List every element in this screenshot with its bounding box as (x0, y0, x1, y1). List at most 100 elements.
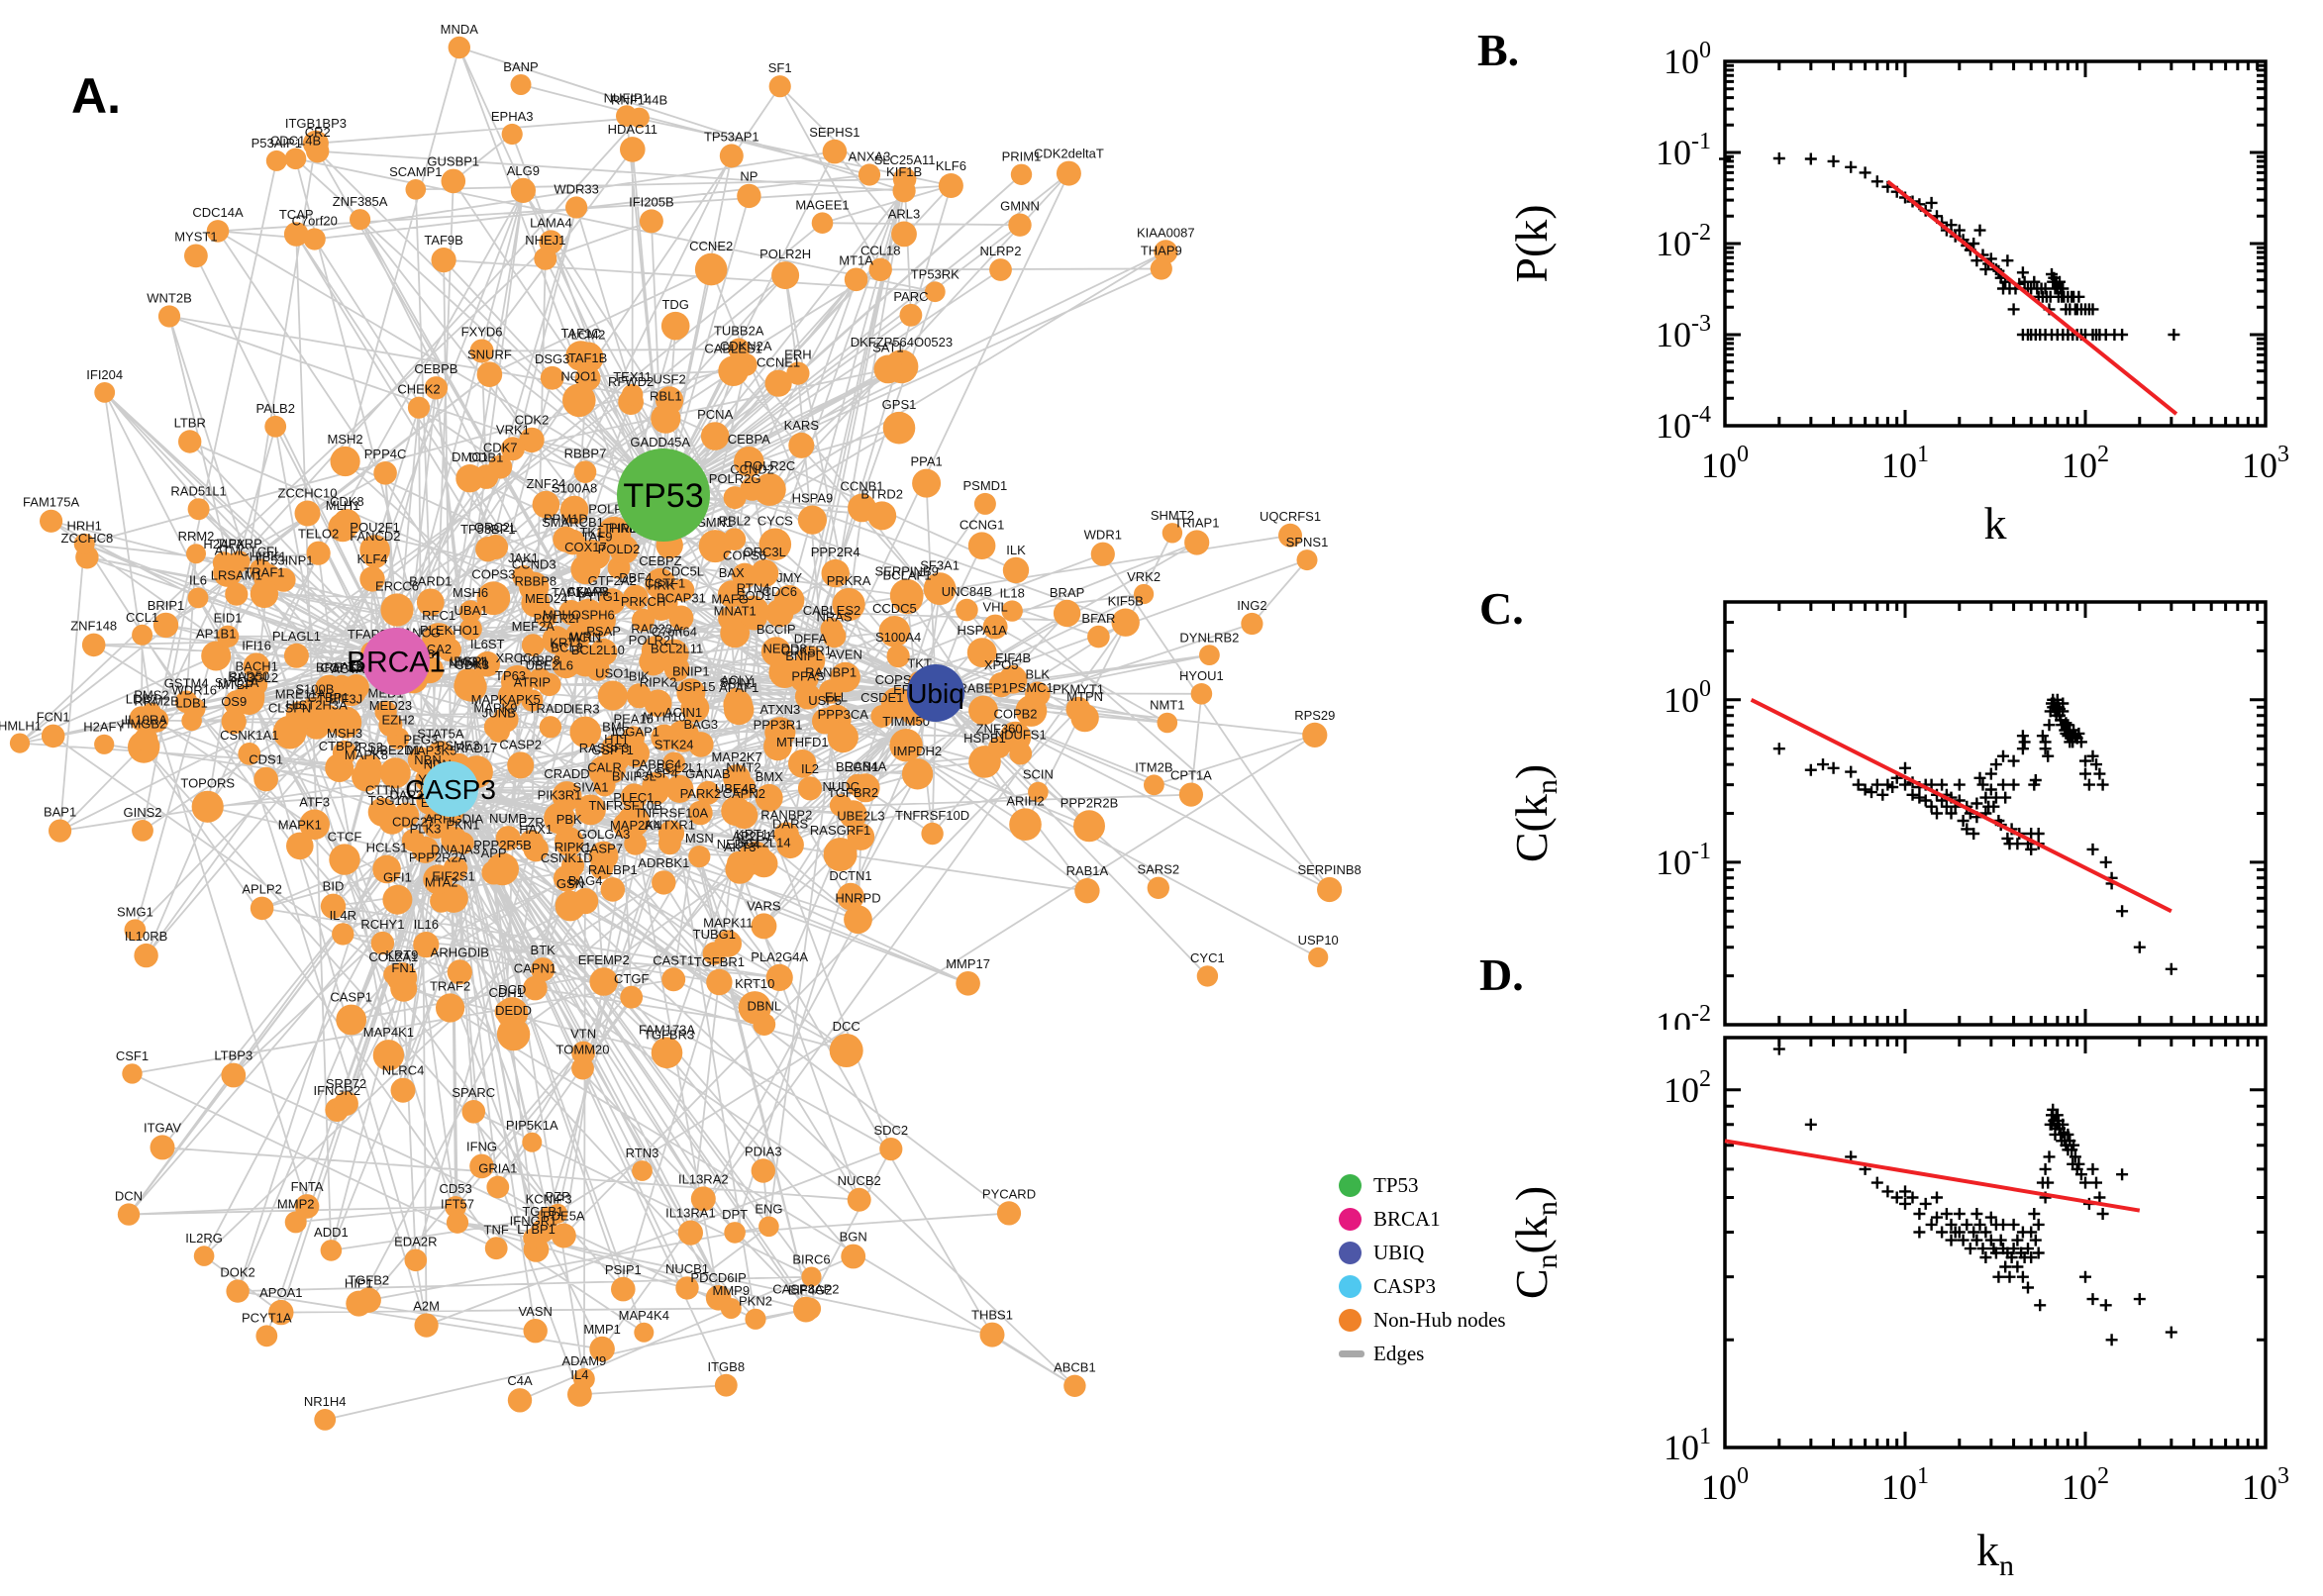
svg-text:TP63: TP63 (495, 668, 526, 683)
svg-text:COX17: COX17 (564, 540, 607, 554)
svg-text:TIMM50: TIMM50 (882, 714, 930, 729)
svg-text:HMGB2: HMGB2 (121, 716, 166, 731)
svg-text:SCAMP1: SCAMP1 (389, 164, 442, 179)
svg-text:10-3: 10-3 (1656, 311, 1711, 354)
hub-node-brca1 (362, 628, 430, 695)
svg-text:IQGAP1: IQGAP1 (612, 725, 659, 740)
svg-text:TRADD: TRADD (529, 701, 573, 716)
svg-text:MYST1: MYST1 (174, 230, 217, 245)
svg-text:GMNN: GMNN (1000, 199, 1040, 214)
svg-text:MPHOSPH6: MPHOSPH6 (543, 608, 615, 623)
svg-text:IMPDH2: IMPDH2 (893, 744, 942, 758)
svg-text:CDK8: CDK8 (330, 494, 364, 509)
power-law-fit-line (1886, 179, 2178, 416)
svg-text:NDUFS1: NDUFS1 (995, 728, 1047, 743)
svg-text:ATXN3: ATXN3 (759, 702, 800, 717)
svg-text:AVEN: AVEN (828, 648, 861, 662)
svg-text:MAGEE1: MAGEE1 (795, 197, 849, 212)
svg-text:ERH: ERH (784, 348, 811, 362)
svg-text:SARS2: SARS2 (1137, 862, 1179, 877)
svg-text:P53AIP1: P53AIP1 (252, 136, 302, 150)
svg-text:POLD2: POLD2 (598, 542, 641, 556)
svg-text:PDCD6IP: PDCD6IP (690, 1270, 746, 1285)
svg-text:PPP4C: PPP4C (364, 447, 407, 461)
svg-text:BECN1: BECN1 (836, 759, 878, 774)
svg-text:ARIH2: ARIH2 (1006, 793, 1044, 808)
svg-text:LTBP1: LTBP1 (517, 1222, 556, 1237)
svg-text:RFC1: RFC1 (422, 608, 455, 623)
svg-text:PLEC1: PLEC1 (613, 790, 654, 805)
svg-text:BCL2L1: BCL2L1 (656, 760, 703, 775)
svg-text:PPP2R4: PPP2R4 (811, 545, 860, 559)
svg-text:MAPK8: MAPK8 (345, 748, 388, 762)
svg-text:EZR: EZR (519, 815, 545, 830)
svg-text:APLP2: APLP2 (242, 882, 281, 897)
svg-text:IFI204: IFI204 (86, 367, 123, 382)
svg-text:IL2: IL2 (801, 761, 819, 776)
svg-text:PZP: PZP (546, 1189, 570, 1204)
svg-text:BLK: BLK (1026, 667, 1051, 682)
svg-text:KCNIP3: KCNIP3 (526, 1192, 572, 1207)
svg-text:BCLAF1: BCLAF1 (883, 567, 932, 582)
svg-text:EIF4G2: EIF4G2 (788, 1283, 833, 1298)
svg-text:TRIAP1: TRIAP1 (1174, 515, 1220, 530)
svg-text:TRAF1: TRAF1 (244, 565, 284, 580)
svg-text:IL13RA1: IL13RA1 (665, 1206, 716, 1221)
svg-text:CDK3: CDK3 (454, 657, 489, 672)
svg-text:DMC1: DMC1 (452, 449, 488, 464)
svg-text:COPS6: COPS6 (723, 549, 766, 563)
svg-text:BIK: BIK (629, 668, 650, 683)
svg-text:PPP3R1: PPP3R1 (754, 717, 803, 732)
svg-text:NUMB: NUMB (489, 811, 527, 826)
svg-text:DARS: DARS (772, 817, 808, 832)
svg-text:DCTN1: DCTN1 (829, 868, 871, 883)
svg-text:MLH1: MLH1 (326, 498, 360, 513)
svg-text:IL2RG: IL2RG (185, 1231, 223, 1246)
svg-text:IFNG: IFNG (466, 1140, 497, 1154)
svg-text:HNRPD: HNRPD (835, 890, 880, 905)
svg-text:HRK: HRK (648, 578, 675, 593)
svg-text:SMC1A: SMC1A (215, 675, 259, 690)
svg-text:KIAA0087: KIAA0087 (1137, 225, 1195, 240)
non-hub-nodes (9, 36, 1343, 1431)
svg-text:MAP2K4: MAP2K4 (610, 818, 660, 833)
svg-text:SMG1: SMG1 (117, 904, 153, 919)
svg-text:ACIN1: ACIN1 (664, 705, 702, 720)
svg-text:ZNF385A: ZNF385A (333, 194, 388, 209)
hub-label-tp53: TP53 (623, 477, 703, 515)
svg-text:MCL1: MCL1 (568, 630, 603, 645)
svg-text:MMP9: MMP9 (713, 1283, 751, 1298)
svg-text:RANBP2: RANBP2 (760, 807, 812, 822)
svg-text:100: 100 (1701, 442, 1749, 485)
svg-text:GTF2A2: GTF2A2 (588, 573, 637, 588)
svg-text:MRE11A: MRE11A (275, 686, 326, 701)
svg-text:TCAP: TCAP (279, 207, 314, 222)
svg-text:EIF3J: EIF3J (329, 692, 362, 707)
svg-text:CEBPZ: CEBPZ (639, 553, 681, 568)
svg-text:HDAC11: HDAC11 (608, 122, 657, 137)
svg-text:HSPB1: HSPB1 (963, 731, 1006, 746)
svg-text:103: 103 (2242, 442, 2289, 485)
svg-text:ING2: ING2 (1237, 598, 1266, 613)
svg-text:BAG4: BAG4 (568, 873, 603, 888)
svg-text:PPP2R5B: PPP2R5B (473, 838, 532, 852)
svg-text:RAB4A: RAB4A (845, 758, 887, 773)
svg-text:KIF1B: KIF1B (886, 164, 922, 179)
svg-text:SERPINB9: SERPINB9 (875, 564, 939, 579)
svg-text:RIPK1: RIPK1 (555, 840, 592, 854)
svg-text:PMS2: PMS2 (134, 688, 168, 703)
svg-text:FNTA: FNTA (291, 1179, 324, 1194)
svg-text:RRM2: RRM2 (178, 529, 215, 544)
svg-text:KLF6: KLF6 (936, 158, 966, 173)
svg-text:PSME3: PSME3 (437, 739, 480, 753)
svg-text:STAT5A: STAT5A (417, 726, 464, 741)
legend-dot-icon (1339, 1308, 1362, 1332)
svg-text:IFT57: IFT57 (441, 1197, 474, 1212)
legend-item: Non-Hub nodes (1339, 1303, 1506, 1337)
svg-text:LTBR: LTBR (174, 415, 206, 430)
svg-text:UBE2D1: UBE2D1 (370, 743, 421, 757)
svg-text:SERPINB8: SERPINB8 (1297, 862, 1361, 877)
svg-text:TK1: TK1 (579, 525, 603, 540)
svg-text:PTTG1: PTTG1 (578, 589, 620, 604)
svg-text:ACTA1: ACTA1 (331, 661, 371, 676)
